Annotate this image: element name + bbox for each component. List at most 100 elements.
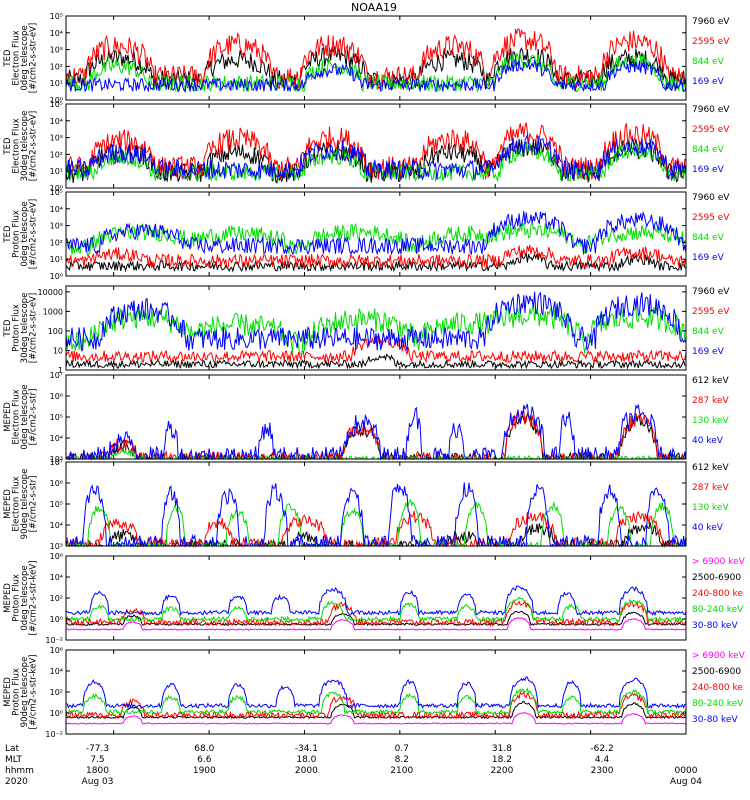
legend-item: 40 keV: [692, 436, 724, 446]
y-tick-label: 10⁴: [50, 521, 63, 530]
legend-item: 130 keV: [692, 503, 729, 513]
panel-frame: [65, 285, 687, 371]
y-axis-label: 90deg telescope: [20, 469, 30, 540]
legend-item: 2500-6900: [692, 667, 741, 677]
y-axis-label: Electron Flux: [12, 389, 22, 444]
y-tick-label: 10⁶: [50, 552, 63, 561]
y-axis-label: Proton Flux: [12, 574, 22, 622]
series--6900-kev: [65, 712, 687, 725]
panel-frame: [65, 555, 687, 641]
y-tick-label: 10³: [50, 222, 63, 231]
legend-item: 7960 eV: [692, 17, 730, 27]
series-240-800-kev: [65, 599, 687, 628]
ephemeris-value: -34.1: [295, 744, 318, 754]
y-tick-label: 10⁵: [50, 413, 63, 422]
y-tick-label: 10⁻²: [45, 636, 63, 645]
ephemeris-value: 1900: [193, 766, 216, 776]
y-tick-label: 10⁴: [50, 573, 63, 582]
legend-item: 240-800 ke: [692, 589, 743, 599]
ephemeris-value: Aug 03: [82, 777, 114, 787]
y-axis-label: 30deg telescope: [20, 111, 30, 182]
series-169-ev: [65, 210, 687, 256]
series-240-800-kev: [65, 690, 687, 721]
y-axis-label: 0deg telescope: [20, 565, 30, 630]
y-axis-label: TED: [3, 225, 13, 244]
y-axis-label: [#/cm2-s-str-eV]: [29, 199, 39, 269]
y-axis-label: Proton Flux: [12, 304, 22, 352]
legend-item: 169 eV: [692, 347, 725, 357]
y-tick-label: 10²: [50, 238, 63, 247]
y-axis-label: 0deg telescope: [20, 384, 30, 449]
y-tick-label: 10⁰: [50, 96, 63, 105]
ephemeris-value: 2000: [295, 766, 318, 776]
y-axis-label: [#/cm2-s-str-eV]: [29, 111, 39, 181]
series-30-80-kev: [65, 585, 687, 617]
y-tick-label: 10⁶: [50, 646, 63, 655]
y-axis-label: TED: [3, 137, 13, 156]
y-axis-label: Proton Flux: [12, 668, 22, 716]
y-tick-label: 10⁵: [50, 100, 63, 109]
y-axis-label: MEPED: [3, 489, 13, 519]
y-tick-label: 10¹: [50, 79, 63, 88]
ephemeris-row-label: MLT: [5, 755, 23, 765]
series-80-240-kev: [65, 686, 687, 716]
y-tick-label: 10: [53, 346, 63, 355]
y-axis-label: [#/cm2-s-str]: [29, 476, 39, 533]
series-7960-ev: [65, 252, 687, 273]
legend-item: 240-800 ke: [692, 683, 743, 693]
legend-item: 169 eV: [692, 253, 725, 263]
y-axis-label: Electron Flux: [12, 118, 22, 173]
y-tick-label: 10000: [38, 288, 63, 297]
y-tick-label: 10⁻²: [45, 730, 63, 739]
legend-item: 844 eV: [692, 145, 725, 155]
ephemeris-value: 7.5: [90, 755, 104, 765]
chart-title: NOAA19: [351, 1, 397, 14]
series-2500-6900-kev: [65, 610, 687, 627]
series--6900-kev: [65, 617, 687, 631]
y-tick-label: 10⁴: [50, 205, 63, 214]
legend-item: 844 eV: [692, 327, 725, 337]
series-169-ev: [65, 291, 687, 351]
y-tick-label: 10⁵: [50, 12, 63, 21]
ephemeris-row-label: hhmm: [5, 766, 34, 776]
legend-item: 2595 eV: [692, 125, 730, 135]
y-tick-label: 10³: [50, 455, 63, 464]
y-axis-label: TED: [3, 49, 13, 68]
legend-item: 612 keV: [692, 463, 729, 473]
y-tick-label: 10⁵: [50, 500, 63, 509]
y-axis-label: 0deg telescope: [20, 25, 30, 90]
y-tick-label: 10²: [50, 62, 63, 71]
y-tick-label: 10⁶: [50, 479, 63, 488]
y-axis-label: [#/cm2-s-str-eV]: [29, 293, 39, 363]
y-tick-label: 10⁴: [50, 434, 63, 443]
y-tick-label: 10⁰: [50, 184, 63, 193]
series-169-ev: [65, 133, 687, 181]
y-tick-label: 10³: [50, 46, 63, 55]
series-7960-ev: [65, 353, 687, 370]
legend-item: 7960 eV: [692, 287, 730, 297]
ephemeris-value: 2300: [591, 766, 614, 776]
y-axis-label: [#/cm2-s-str-keV]: [29, 655, 39, 730]
y-tick-label: 10⁶: [50, 392, 63, 401]
y-axis-label: 0deg telescope: [20, 201, 30, 266]
ephemeris-value: 8.2: [395, 755, 409, 765]
y-axis-label: Electron Flux: [12, 476, 22, 531]
panel-frame: [65, 374, 687, 460]
y-tick-label: 10⁷: [50, 371, 63, 380]
y-tick-label: 10⁴: [50, 29, 63, 38]
ephemeris-value: Aug 04: [670, 777, 702, 787]
series-612-kev: [66, 413, 687, 461]
panel-frame: [65, 103, 687, 189]
legend-item: 287 keV: [692, 483, 729, 493]
ephemeris-value: -62.2: [590, 744, 613, 754]
legend-item: 844 eV: [692, 233, 725, 243]
y-tick-label: 10⁴: [50, 117, 63, 126]
y-axis-label: 30deg telescope: [20, 293, 30, 364]
y-axis-label: MEPED: [3, 677, 13, 707]
